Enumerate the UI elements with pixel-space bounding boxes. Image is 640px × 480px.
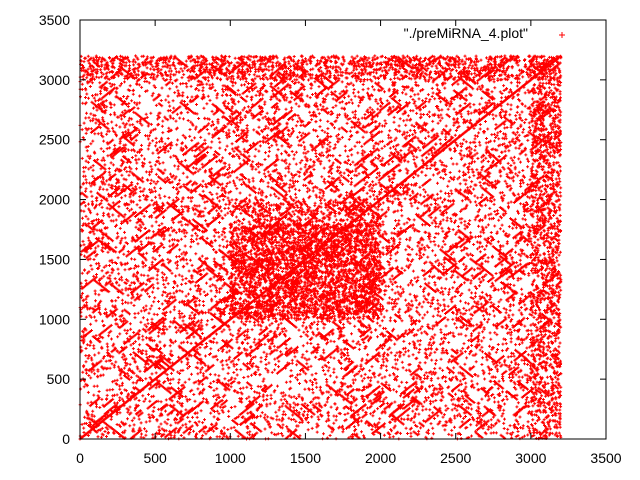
x-tick-label: 2500 — [440, 450, 471, 466]
x-tick-label: 500 — [143, 450, 167, 466]
x-tick-label: 0 — [76, 450, 84, 466]
y-tick-label: 0 — [62, 431, 70, 447]
x-tick-label: 3000 — [515, 450, 546, 466]
legend-label: "./preMiRNA_4.plot" — [404, 25, 528, 41]
data-points — [78, 54, 563, 441]
y-tick-label: 3500 — [39, 12, 70, 28]
y-axis: 0 500 1000 1500 2000 2500 3000 3500 — [39, 12, 606, 447]
y-tick-label: 1500 — [39, 251, 70, 267]
y-tick-label: 2500 — [39, 132, 70, 148]
y-tick-label: 3000 — [39, 72, 70, 88]
x-tick-label: 1500 — [290, 450, 321, 466]
y-tick-label: 2000 — [39, 192, 70, 208]
x-tick-label: 1000 — [215, 450, 246, 466]
y-tick-label: 500 — [47, 371, 71, 387]
scatter-points — [78, 54, 563, 441]
x-axis: 0 500 1000 1500 2000 2500 3000 3500 — [76, 20, 622, 466]
plot-frame — [79, 19, 607, 440]
legend-marker-icon — [559, 32, 565, 38]
y-tick-label: 1000 — [39, 311, 70, 327]
x-tick-label: 3500 — [590, 450, 621, 466]
x-tick-label: 2000 — [365, 450, 396, 466]
legend: "./preMiRNA_4.plot" — [404, 25, 565, 41]
